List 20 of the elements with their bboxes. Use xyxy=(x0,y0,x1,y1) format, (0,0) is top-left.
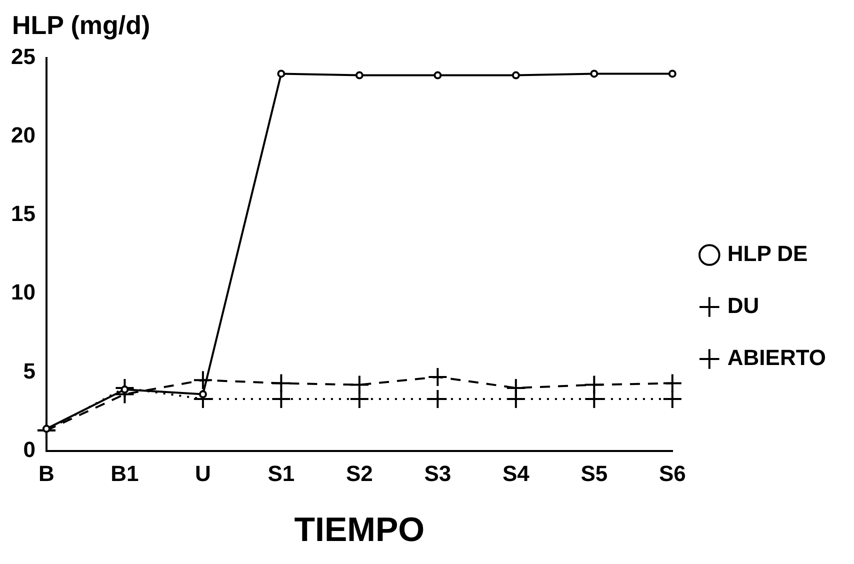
legend-label: DU xyxy=(727,293,760,318)
y-tick-label: 20 xyxy=(10,122,36,148)
y-tick-label: 0 xyxy=(23,436,36,462)
y-tick-label: 25 xyxy=(10,44,36,70)
y-axis-title: HLP (mg/d) xyxy=(12,10,150,40)
legend-label: HLP DE xyxy=(727,241,808,266)
y-tick-label: 5 xyxy=(23,358,36,384)
x-tick-label: S6 xyxy=(658,461,686,486)
x-tick-label: U xyxy=(195,461,211,486)
x-tick-label: S1 xyxy=(268,461,295,486)
y-tick-label: 15 xyxy=(10,201,36,226)
x-tick-label: B xyxy=(38,461,54,486)
y-tick-label: 10 xyxy=(10,280,36,305)
x-axis-title: TIEMPO xyxy=(294,510,425,549)
x-tick-label: S5 xyxy=(580,461,608,486)
x-tick-label: S4 xyxy=(502,461,530,486)
legend-label: ABIERTO xyxy=(727,345,826,370)
x-tick-label: S3 xyxy=(424,461,452,486)
x-tick-label: S2 xyxy=(346,461,373,486)
x-tick-label: B1 xyxy=(110,461,139,486)
